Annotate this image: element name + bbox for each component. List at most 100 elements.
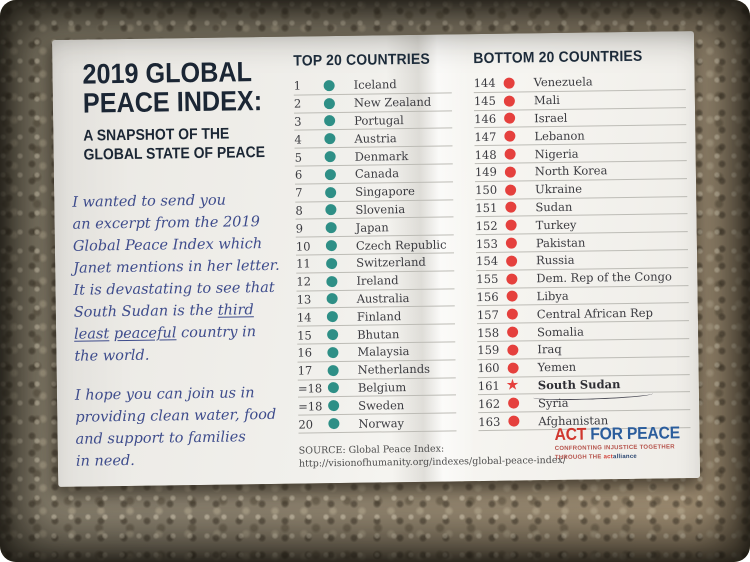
peace-dot-icon [505,237,517,249]
peace-dot-icon [327,382,339,394]
country-row: 15 ★ Bhutan [297,324,456,345]
country-name: Iceland [353,77,397,93]
marker: ★ [324,133,346,145]
country-row: 20 ★ Norway [298,413,457,434]
marker: ★ [505,219,528,231]
country-name: New Zealand [353,94,432,110]
country-name: Australia [356,290,410,306]
peace-dot-icon [507,362,519,374]
rank-label: 4 [294,132,302,147]
country-name: Sudan [535,199,573,215]
top20-column: TOP 20 COUNTRIES 1 ★ Iceland 2 [293,50,457,434]
handwriting-segment: It is devastating to see that [73,279,275,299]
rank-label: 13 [296,292,312,307]
country-name: South Sudan [537,377,621,393]
rank-label: =18 [297,381,323,396]
country-row: 17 ★ Netherlands [297,360,456,381]
handwriting-segment: I hope you can join us in [74,385,255,404]
handwriting-segment: least [74,326,110,343]
peace-dot-icon [504,130,516,142]
country-row: 10 ★ Czech Republic [295,235,455,256]
marker: ★ [503,77,526,89]
country-name: Nigeria [534,146,579,161]
country-name: Netherlands [357,361,431,377]
bottom20-header: BOTTOM 20 COUNTRIES [473,47,643,68]
country-name: Canada [354,166,400,182]
peace-dot-icon [328,400,340,412]
rank-label: 163 [478,414,501,429]
peace-dot-icon [326,311,338,323]
marker: ★ [508,397,530,409]
peace-dot-icon [328,418,340,430]
country-name: Libya [536,288,569,304]
handwriting-segment: country in [176,324,257,342]
peace-dot-icon [324,168,336,181]
peace-dot-icon [505,184,517,196]
rank-label: 5 [294,150,303,165]
peace-dot-icon [504,148,516,160]
rank-label: 153 [475,236,498,251]
country-row: 8 ★ Slovenia [295,199,454,220]
marker: ★ [325,204,347,216]
peace-dot-icon [504,166,516,178]
rank-label: 149 [474,165,497,180]
handwriting-line: and support to families [75,425,305,450]
peace-dot-icon [506,255,518,267]
country-name: Dem. Rep of the Congo [536,269,672,286]
country-name: Belgium [357,380,407,395]
handwriting-line: Janet mentions in her letter. [73,255,303,280]
peace-dot-icon [504,113,516,125]
handwriting-segment: South Sudan is the [73,302,218,321]
marker: ★ [505,202,527,214]
peace-dot-icon [503,77,515,89]
rank-label: 154 [476,254,499,269]
rank-label: 155 [476,271,499,287]
rank-label: 161 [477,378,500,394]
country-name: Ukraine [535,181,583,197]
peace-dot-icon [506,290,518,303]
marker: ★ [326,257,348,270]
rank-label: 145 [473,93,496,109]
peace-dot-icon [503,95,515,107]
country-name: Portugal [354,113,404,128]
note-paragraph: I wanted to send you an excerpt from the … [72,189,304,368]
peace-dot-icon [323,97,335,109]
handwriting-line: Global Peace Index which [73,233,303,258]
country-name: Israel [534,110,568,126]
peace-dot-icon [324,115,336,127]
rank-label: 2 [293,96,302,111]
country-row: 11 ★ Switzerland [296,253,455,274]
logo-act-text: ACT [554,424,587,445]
handwritten-note: I wanted to send you an excerpt from the … [72,189,306,473]
country-name: Singapore [355,184,416,199]
country-row: 3 ★ Portugal [294,111,453,132]
note-paragraph: I hope you can join us in providing clean… [75,382,306,473]
country-row: 1 ★ Iceland [293,75,452,96]
country-row: 12 ★ Ireland [296,271,455,292]
handwriting-line: an excerpt from the 2019 [72,211,302,236]
country-name: Ireland [356,273,399,288]
country-row: 7 ★ Singapore [295,182,454,203]
peace-dot-icon [326,257,338,270]
country-row: 9 ★ Japan [295,217,454,238]
rank-label: 147 [474,129,497,144]
peace-dot-icon [505,219,517,231]
logo-for-peace-text: FOR PEACE [586,423,681,444]
country-name: Slovenia [355,202,406,217]
country-row: 4 ★ Austria [294,128,453,149]
rank-label: 11 [296,256,311,271]
rank-label: 160 [477,360,500,376]
page-title-line2: PEACE INDEX: [82,85,263,119]
rank-label: 156 [476,289,499,305]
marker: ★ [503,95,526,107]
peace-dot-icon [508,415,520,427]
rank-label: 9 [295,221,304,236]
marker: ★ [327,382,350,394]
country-name: Malaysia [357,344,410,360]
country-name: Venezuela [533,74,593,90]
handwriting-line: I hope you can join us in [75,382,305,407]
top20-header: TOP 20 COUNTRIES [293,50,431,70]
country-name: Mali [533,93,560,108]
country-row: 16 ★ Malaysia [297,342,456,363]
country-name: Sweden [358,397,405,413]
